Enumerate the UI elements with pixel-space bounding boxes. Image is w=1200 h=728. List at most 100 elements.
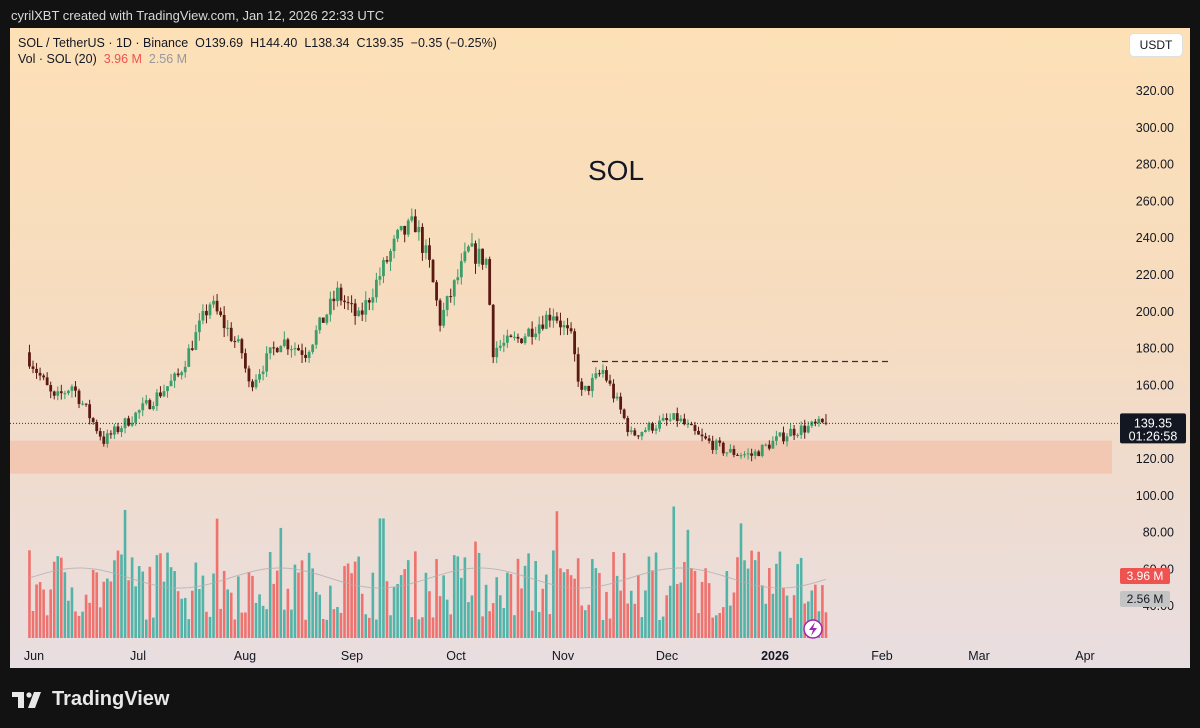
candle-body <box>81 403 84 405</box>
candle-body <box>509 335 513 337</box>
volume-bar <box>42 589 45 638</box>
candle-body <box>28 352 31 367</box>
volume-bar <box>392 586 396 638</box>
volume-bar <box>481 616 484 638</box>
candle-body <box>353 303 357 317</box>
candle-body <box>502 342 506 346</box>
volume-bar <box>605 591 608 638</box>
price-chart[interactable]: SOL120.00140.00160.00180.00200.00220.002… <box>10 28 1190 668</box>
volume-bar <box>130 557 134 638</box>
volume-bar <box>686 529 690 638</box>
volume-bar <box>116 550 120 638</box>
candle-body <box>226 327 230 329</box>
volume-bar <box>169 567 173 638</box>
volume-bar <box>587 604 591 638</box>
candle-body <box>562 325 566 328</box>
candle-body <box>636 435 640 437</box>
volume-bar <box>615 575 619 638</box>
volume-bar <box>219 608 222 638</box>
candle-body <box>113 426 116 435</box>
volume-ma-value: 2.56 M <box>148 52 188 66</box>
volume-tag-current-bg <box>1120 568 1170 584</box>
candle-body <box>477 248 481 264</box>
candle-body <box>102 436 106 444</box>
candle-body <box>799 425 803 435</box>
candle-body <box>456 277 460 281</box>
candle-body <box>516 336 520 339</box>
symbol-legend: SOL / TetherUS · 1D · Binance O139.69 H1… <box>18 36 497 50</box>
volume-bar <box>693 570 697 638</box>
candle-body <box>728 448 732 453</box>
volume-bar <box>672 506 676 638</box>
volume-bar <box>665 595 668 638</box>
candle-body <box>396 230 400 239</box>
candle-body <box>31 366 35 369</box>
volume-bar <box>283 609 286 638</box>
candle-body <box>236 339 240 342</box>
y-axis-tick-label: 320.00 <box>1136 84 1174 98</box>
candle-body <box>148 400 152 410</box>
candle-body <box>297 348 300 351</box>
volume-bar <box>88 602 91 638</box>
x-axis-tick-label: Jul <box>130 649 146 663</box>
volume-bar <box>594 568 598 638</box>
chart-title: SOL <box>588 155 644 186</box>
y-axis-tick-label: 80.00 <box>1143 526 1174 540</box>
y-axis-tick-label: 220.00 <box>1136 268 1174 282</box>
candle-body <box>513 336 516 338</box>
candle-body <box>474 243 477 264</box>
candle-body <box>484 259 488 265</box>
candle-body <box>775 436 778 441</box>
volume-bar <box>120 554 123 638</box>
volume-bar <box>244 612 247 638</box>
volume-bar <box>368 617 371 638</box>
volume-bar <box>523 565 527 638</box>
candle-body <box>555 316 559 321</box>
candle-body <box>534 333 538 338</box>
ohlc-high: H144.40 <box>250 36 298 50</box>
volume-bar <box>626 603 630 638</box>
candle-body <box>141 403 145 411</box>
x-axis-tick-label: Sep <box>341 649 363 663</box>
candle-body <box>658 420 661 429</box>
volume-bar <box>753 560 757 638</box>
candle-body <box>268 347 272 354</box>
currency-button[interactable]: USDT <box>1130 34 1182 56</box>
volume-bar <box>360 593 364 638</box>
volume-bar <box>474 541 477 638</box>
candle-body <box>127 418 130 426</box>
volume-bar <box>180 598 183 638</box>
volume-bar <box>187 619 191 638</box>
volume-bar <box>566 569 569 638</box>
candle-body <box>661 418 665 421</box>
volume-bar <box>293 564 297 638</box>
volume-bar <box>633 603 637 638</box>
volume-bar <box>821 585 824 638</box>
y-axis-tick-label: 300.00 <box>1136 121 1174 135</box>
volume-tag-ma: 2.56 M <box>1127 592 1164 606</box>
candle-body <box>679 418 683 422</box>
y-axis-tick-label: 240.00 <box>1136 231 1174 245</box>
volume-bar <box>329 585 332 638</box>
candle-body <box>428 245 431 260</box>
candle-body <box>690 423 693 426</box>
candle-body <box>120 428 123 433</box>
volume-bar <box>732 592 736 638</box>
candle-body <box>413 216 417 233</box>
price-tag-countdown: 01:26:58 <box>1129 429 1178 443</box>
candle-body <box>282 339 286 346</box>
tradingview-logo[interactable]: TradingView <box>12 688 169 711</box>
volume-bar <box>778 551 782 638</box>
brand-name: TradingView <box>52 688 170 710</box>
volume-bar <box>435 559 438 638</box>
volume-bar <box>810 590 814 638</box>
volume-bar <box>28 550 31 638</box>
volume-bar <box>63 572 67 638</box>
candle-body <box>612 383 615 399</box>
volume-bar <box>552 550 555 638</box>
candle-body <box>573 331 577 355</box>
chart-panel[interactable]: SOL120.00140.00160.00180.00200.00220.002… <box>10 28 1190 668</box>
candle-body <box>105 433 109 444</box>
candle-body <box>821 418 824 423</box>
candle-body <box>580 381 584 390</box>
